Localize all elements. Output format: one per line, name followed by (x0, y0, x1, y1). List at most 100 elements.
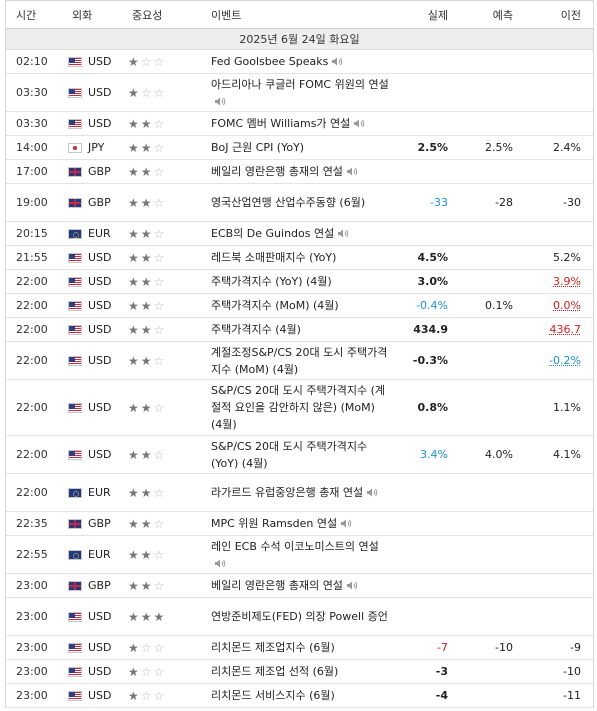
event-name[interactable]: 라가르드 유럽중앙은행 총재 연설 (211, 486, 364, 499)
event-name-cell[interactable]: 아드리아나 쿠글러 FOMC 위원의 연설 (207, 73, 395, 112)
event-name[interactable]: 리치몬드 제조업 선적 (6월) (211, 665, 339, 678)
event-name-cell[interactable]: 레인 ECB 수석 이코노미스트의 연설 (207, 535, 395, 574)
event-name-cell[interactable]: 주택가격지수 (4월) (207, 317, 395, 342)
event-name[interactable]: 주택가격지수 (4월) (211, 323, 301, 336)
header-currency[interactable]: 외화 (68, 1, 128, 29)
event-name-cell[interactable]: BoJ 근원 CPI (YoY) (207, 135, 395, 160)
event-previous-value[interactable]: 0.0% (553, 299, 581, 312)
header-forecast[interactable]: 예측 (460, 1, 525, 29)
event-previous-value[interactable]: -0.2% (549, 354, 581, 367)
event-row[interactable]: 21:55 USD ★★☆ 레드북 소매판매지수 (YoY) 4.5% 5.2% (6, 245, 593, 270)
event-name-cell[interactable]: 라가르드 유럽중앙은행 총재 연설 (207, 473, 395, 512)
event-name[interactable]: 주택가격지수 (MoM) (4월) (211, 299, 339, 312)
event-row[interactable]: 23:00 USD ★☆☆ 리치몬드 서비스지수 (6월) -4 -11 (6, 683, 593, 708)
event-previous-value[interactable]: 3.9% (553, 275, 581, 288)
event-actual (395, 473, 460, 512)
event-time: 19:00 (6, 183, 68, 222)
event-name-cell[interactable]: 연방준비제도(FED) 의장 Powell 증언 (207, 597, 395, 636)
event-row[interactable]: 23:00 USD ★★★ 연방준비제도(FED) 의장 Powell 증언 (6, 597, 593, 636)
event-row[interactable]: 03:30 USD ★☆☆ 아드리아나 쿠글러 FOMC 위원의 연설 (6, 73, 593, 112)
event-forecast (460, 535, 525, 574)
event-name[interactable]: 계절조정S&P/CS 20대 도시 주택가격지수 (MoM) (4월) (211, 345, 388, 376)
event-name[interactable]: MPC 위원 Ramsden 연설 (211, 517, 338, 530)
event-name[interactable]: 레드북 소매판매지수 (YoY) (211, 251, 337, 264)
event-name[interactable]: FOMC 멤버 Williams가 연설 (211, 117, 351, 130)
event-name[interactable]: 아드리아나 쿠글러 FOMC 위원의 연설 (211, 77, 389, 91)
event-name-cell[interactable]: S&P/CS 20대 도시 주택가격지수 (YoY) (4월) (207, 435, 395, 474)
event-name[interactable]: ECB의 De Guindos 연설 (211, 227, 335, 240)
star-icon: ★ (140, 609, 154, 624)
event-name-cell[interactable]: 리치몬드 제조업지수 (6월) (207, 635, 395, 660)
event-row[interactable]: 14:00 JPY ★★☆ BoJ 근원 CPI (YoY) 2.5% 2.5% 2.4% (6, 135, 593, 160)
event-name[interactable]: 레인 ECB 수석 이코노미스트의 연설 (211, 539, 379, 553)
event-name[interactable]: 리치몬드 제조업지수 (6월) (211, 641, 335, 654)
event-name-cell[interactable]: MPC 위원 Ramsden 연설 (207, 511, 395, 536)
event-row[interactable]: 03:30 USD ★★☆ FOMC 멤버 Williams가 연설 (6, 111, 593, 136)
event-name[interactable]: 연방준비제도(FED) 의장 Powell 증언 (211, 610, 388, 623)
event-row[interactable]: 17:00 GBP ★★☆ 베일리 영란은행 총재의 연설 (6, 159, 593, 184)
event-previous-value[interactable]: 436.7 (549, 323, 582, 336)
event-name[interactable]: S&P/CS 20대 도시 주택가격지수 (계절적 요인을 감안하지 않은) (… (211, 384, 386, 431)
event-name-cell[interactable]: 영국산업연맹 산업수주동향 (6월) (207, 183, 395, 222)
event-actual: -4 (395, 683, 460, 708)
event-currency: USD (88, 55, 112, 68)
event-row[interactable]: 22:00 USD ★★☆ 주택가격지수 (4월) 434.9 436.7 (6, 317, 593, 342)
header-actual[interactable]: 실제 (395, 1, 460, 29)
event-row[interactable]: 22:00 EUR ★★☆ 라가르드 유럽중앙은행 총재 연설 (6, 473, 593, 512)
event-forecast (460, 49, 525, 74)
header-time[interactable]: 시간 (6, 1, 68, 29)
header-importance[interactable]: 중요성 (128, 1, 207, 29)
header-previous[interactable]: 이전 (525, 1, 593, 29)
event-importance: ★★☆ (128, 435, 207, 474)
event-row[interactable]: 22:35 GBP ★★☆ MPC 위원 Ramsden 연설 (6, 511, 593, 536)
header-event[interactable]: 이벤트 (207, 1, 395, 29)
event-name-cell[interactable]: 레드북 소매판매지수 (YoY) (207, 245, 395, 270)
event-name-cell[interactable]: 베일리 영란은행 총재의 연설 (207, 159, 395, 184)
event-row[interactable]: 20:15 EUR ★★☆ ECB의 De Guindos 연설 (6, 221, 593, 246)
star-icon: ☆ (140, 640, 154, 655)
event-name[interactable]: 주택가격지수 (YoY) (4월) (211, 275, 332, 288)
event-previous: 4.1% (525, 435, 593, 474)
event-row[interactable]: 22:00 USD ★★☆ 계절조정S&P/CS 20대 도시 주택가격지수 (MoM… (6, 341, 593, 380)
event-row[interactable]: 22:00 USD ★★☆ 주택가격지수 (MoM) (4월) -0.4% 0.1% 0.0… (6, 293, 593, 318)
event-time: 22:00 (6, 317, 68, 342)
event-name[interactable]: Fed Goolsbee Speaks (211, 55, 329, 68)
event-name[interactable]: 리치몬드 서비스지수 (6월) (211, 689, 335, 702)
event-name-cell[interactable]: 주택가격지수 (MoM) (4월) (207, 293, 395, 318)
event-row[interactable]: 19:00 GBP ★★☆ 영국산업연맹 산업수주동향 (6월) -33 -28 -30 (6, 183, 593, 222)
event-name[interactable]: 영국산업연맹 산업수주동향 (6월) (211, 196, 366, 209)
event-name-cell[interactable]: S&P/CS 20대 도시 주택가격지수 (계절적 요인을 감안하지 않은) (… (207, 379, 395, 436)
event-name-cell[interactable]: 베일리 영란은행 총재의 연설 (207, 573, 395, 598)
event-name[interactable]: 베일리 영란은행 총재의 연설 (211, 165, 343, 178)
event-name-cell[interactable]: FOMC 멤버 Williams가 연설 (207, 111, 395, 136)
event-row[interactable]: 22:00 USD ★★☆ S&P/CS 20대 도시 주택가격지수 (YoY) (4… (6, 435, 593, 474)
event-importance: ★★☆ (128, 269, 207, 294)
flag-eu-icon (68, 549, 82, 560)
event-name-cell[interactable]: 주택가격지수 (YoY) (4월) (207, 269, 395, 294)
event-name[interactable]: BoJ 근원 CPI (YoY) (211, 141, 305, 154)
event-name-cell[interactable]: 리치몬드 제조업 선적 (6월) (207, 659, 395, 684)
event-row[interactable]: 22:55 EUR ★★☆ 레인 ECB 수석 이코노미스트의 연설 (6, 535, 593, 574)
event-name-cell[interactable]: 계절조정S&P/CS 20대 도시 주택가격지수 (MoM) (4월) (207, 341, 395, 380)
event-time: 22:00 (6, 293, 68, 318)
event-name-cell[interactable]: 리치몬드 서비스지수 (6월) (207, 683, 395, 708)
event-name[interactable]: S&P/CS 20대 도시 주택가격지수 (YoY) (4월) (211, 439, 368, 470)
event-currency: USD (88, 401, 112, 414)
event-row[interactable]: 23:00 GBP ★★☆ 베일리 영란은행 총재의 연설 (6, 573, 593, 598)
event-currency-cell: USD (68, 111, 128, 136)
event-name-cell[interactable]: ECB의 De Guindos 연설 (207, 221, 395, 246)
event-row[interactable]: 23:00 USD ★☆☆ 리치몬드 제조업 선적 (6월) -3 -10 (6, 659, 593, 684)
event-row[interactable]: 22:00 USD ★★☆ S&P/CS 20대 도시 주택가격지수 (계절적 요인을… (6, 379, 593, 436)
event-row[interactable]: 02:10 USD ★☆☆ Fed Goolsbee Speaks (6, 49, 593, 74)
event-currency: USD (88, 689, 112, 702)
event-previous-value: -9 (570, 641, 581, 654)
flag-us-icon (68, 324, 82, 335)
event-time: 17:00 (6, 159, 68, 184)
event-name-cell[interactable]: Fed Goolsbee Speaks (207, 49, 395, 74)
star-icon: ★ (128, 54, 141, 69)
event-row[interactable]: 23:00 USD ★☆☆ 리치몬드 제조업지수 (6월) -7 -10 -9 (6, 635, 593, 660)
star-icon: ★ (128, 140, 141, 155)
event-row[interactable]: 22:00 USD ★★☆ 주택가격지수 (YoY) (4월) 3.0% 3.9% (6, 269, 593, 294)
event-name[interactable]: 베일리 영란은행 총재의 연설 (211, 579, 343, 592)
event-forecast: 4.0% (460, 435, 525, 474)
